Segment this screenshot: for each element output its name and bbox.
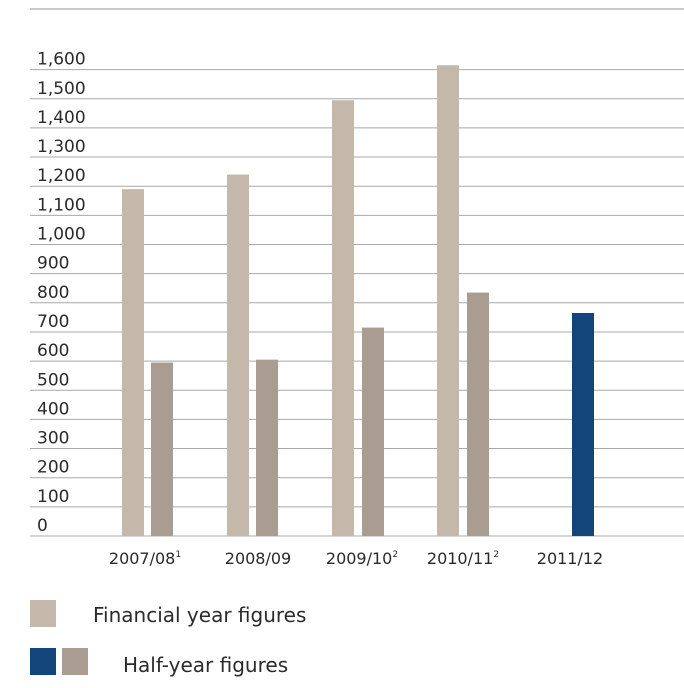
legend-label-financial: Financial year figures	[93, 603, 307, 627]
y-tick-label: 500	[37, 370, 69, 390]
bar-half-year	[256, 359, 278, 536]
legend-financial: Financial year figures	[0, 600, 684, 640]
bar-financial-year	[437, 65, 459, 536]
legend-half-year: Half-year figures	[0, 648, 684, 688]
x-tick-label: 2007/081	[109, 549, 181, 568]
x-tick-label: 2011/12	[537, 549, 603, 568]
y-tick-label: 1,100	[37, 195, 86, 215]
bar-chart: 0 100 200 300 400 500 600 700 800 900 1,000 1,100 1,…	[30, 8, 684, 568]
legend-swatch-half-year-current	[30, 648, 56, 675]
y-tick-label: 800	[37, 283, 69, 303]
y-tick-label: 400	[37, 399, 69, 419]
x-tick-label: 2008/09	[225, 549, 291, 568]
y-tick-label: 1,000	[37, 225, 86, 245]
y-tick-label: 600	[37, 341, 69, 361]
bar-half-year	[362, 327, 384, 536]
y-tick-label: 300	[37, 429, 69, 449]
bar-half-year	[572, 313, 594, 536]
bar-financial-year	[122, 189, 144, 537]
bar-financial-year	[227, 174, 249, 537]
y-tick-label: 900	[37, 254, 69, 274]
legend-swatch-half-year-previous	[62, 648, 88, 675]
legend-label-half-year: Half-year figures	[123, 653, 289, 677]
y-tick-label: 1,300	[37, 137, 86, 157]
y-tick-label: 1,400	[37, 108, 86, 128]
y-tick-label: 1,200	[37, 166, 86, 186]
legend-swatch-financial	[30, 600, 56, 627]
y-tick-label: 1,500	[37, 79, 86, 99]
y-tick-label: 700	[37, 312, 69, 332]
y-tick-label: 0	[37, 516, 48, 536]
x-tick-label: 2010/112	[427, 549, 499, 568]
bar-half-year	[467, 292, 489, 536]
x-tick-label: 2009/102	[326, 549, 398, 568]
y-tick-label: 100	[37, 487, 69, 507]
bar-half-year	[151, 362, 173, 536]
y-tick-label: 200	[37, 458, 69, 478]
y-tick-label: 1,600	[37, 50, 86, 70]
bar-financial-year	[332, 100, 354, 537]
